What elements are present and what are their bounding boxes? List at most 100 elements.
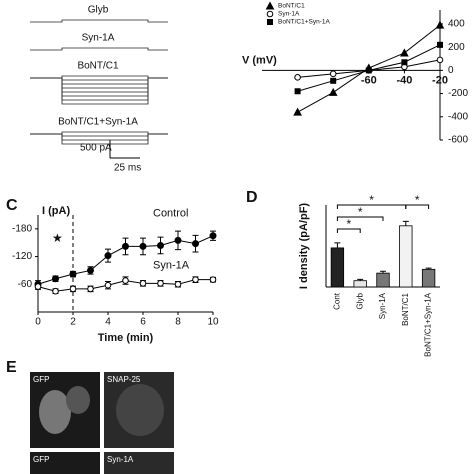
trace-label: BoNT/C1+Syn-1A	[58, 117, 138, 128]
panel-label: E	[6, 359, 17, 376]
marker	[34, 283, 42, 290]
annotation: ★	[52, 231, 63, 245]
marker	[139, 242, 147, 250]
y-axis-label: I density (pA/pF)	[298, 203, 310, 290]
trace-label: BoNT/C1	[77, 61, 119, 72]
marker	[329, 70, 337, 78]
image	[30, 452, 100, 474]
x-tick-label: 0	[35, 317, 41, 328]
trace	[30, 77, 168, 89]
x-axis-label: Time (min)	[98, 332, 154, 344]
micrographs: GFP SNAP-25 GFP Syn-1A	[30, 372, 174, 474]
significance: *	[415, 193, 420, 207]
marker	[69, 270, 77, 278]
cell	[39, 390, 71, 434]
significance: *	[358, 205, 363, 219]
legend-label: Syn-1A	[278, 11, 300, 18]
marker	[69, 285, 77, 293]
series-label: Control	[153, 208, 188, 220]
bar	[399, 225, 413, 288]
error-bar	[380, 270, 386, 274]
trace	[30, 19, 168, 23]
trace	[30, 77, 168, 85]
panel-label: C	[6, 197, 18, 214]
marker	[104, 252, 112, 260]
x-tick-label: Cont	[333, 292, 342, 310]
x-axis-label: V (mV)	[242, 54, 277, 66]
y-tick-label: 0	[448, 65, 454, 76]
marker	[330, 77, 337, 84]
marker	[293, 107, 302, 116]
bracket	[336, 228, 361, 233]
y-tick-label: -180	[12, 223, 32, 234]
marker	[52, 287, 59, 295]
cell	[116, 384, 164, 436]
y-tick-label: -200	[448, 88, 468, 99]
marker	[294, 74, 301, 81]
image-label: Syn-1A	[107, 455, 134, 464]
y-tick-label: 400	[448, 19, 465, 30]
trace	[30, 133, 168, 145]
marker	[87, 285, 94, 293]
marker	[174, 280, 182, 288]
significance: *	[346, 217, 351, 231]
scale-label: 25 ms	[114, 163, 141, 174]
marker	[122, 277, 129, 284]
marker	[192, 240, 199, 248]
marker	[294, 88, 301, 95]
y-tick-label: -120	[12, 251, 32, 262]
trace-label: Glyb	[88, 5, 109, 16]
trace	[30, 47, 168, 51]
image	[104, 452, 174, 474]
marker	[400, 48, 409, 57]
marker	[328, 87, 338, 96]
marker	[437, 41, 443, 48]
x-tick-label: 4	[105, 317, 111, 328]
marker	[192, 276, 199, 283]
marker	[267, 19, 273, 25]
image-label: GFP	[33, 455, 49, 464]
x-tick-label: 2	[70, 317, 76, 328]
bar	[376, 272, 390, 288]
x-tick-label: BoNT/C1	[401, 292, 410, 325]
legend-label: BoNT/C1	[278, 3, 305, 10]
marker	[174, 236, 182, 244]
cell	[66, 386, 90, 414]
y-axis-label: I (pA)	[42, 205, 70, 217]
marker	[52, 275, 59, 283]
trace	[30, 77, 168, 97]
error-bar	[402, 220, 409, 226]
x-tick-label: BoNT/C1+Syn-1A	[424, 292, 433, 356]
marker	[209, 276, 217, 283]
x-tick-label: -20	[432, 74, 448, 86]
panel-label: D	[246, 189, 258, 206]
x-tick-label: Glyb	[355, 292, 364, 309]
marker	[365, 67, 372, 74]
marker	[122, 242, 129, 250]
y-tick-label: 200	[448, 42, 465, 53]
error-bar	[425, 267, 432, 270]
x-tick-label: 10	[207, 317, 219, 328]
series-label: Syn-1A	[153, 260, 190, 272]
trace	[30, 77, 168, 101]
marker	[401, 59, 408, 66]
marker	[104, 281, 112, 289]
image-label: GFP	[33, 375, 49, 384]
marker	[436, 56, 444, 64]
bar	[421, 268, 436, 288]
marker	[157, 280, 164, 287]
scale-label: 500 pA	[80, 143, 112, 154]
error-bar	[334, 242, 341, 248]
marker	[435, 20, 445, 29]
bracket	[336, 216, 384, 221]
bar	[330, 247, 345, 288]
y-tick-label: -400	[448, 111, 468, 122]
error-bar	[357, 278, 364, 281]
x-tick-label: Syn-1A	[378, 292, 387, 319]
marker	[157, 241, 164, 249]
significance: *	[369, 193, 374, 207]
bracket	[405, 204, 430, 209]
bar	[353, 280, 367, 288]
x-tick-label: 8	[175, 317, 181, 328]
